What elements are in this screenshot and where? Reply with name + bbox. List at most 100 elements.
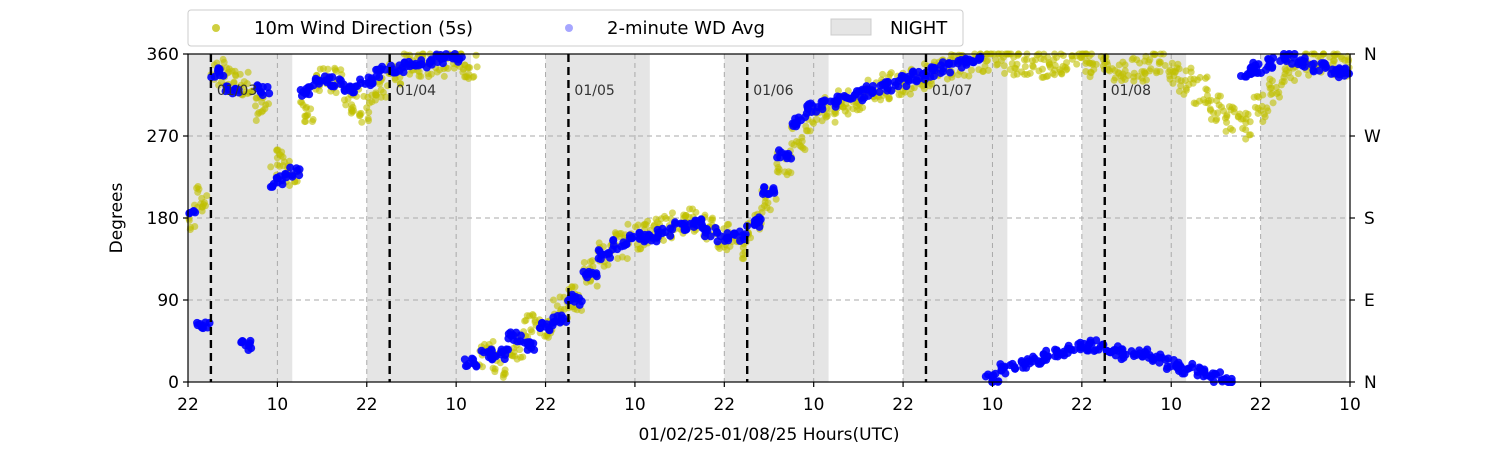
avg-point: [185, 209, 194, 218]
wind-point: [886, 70, 894, 78]
avg-point: [448, 51, 457, 60]
wind-point: [906, 90, 914, 98]
avg-point: [426, 56, 435, 65]
avg-point: [197, 322, 206, 331]
wind-point: [319, 65, 327, 73]
avg-point: [1321, 63, 1330, 72]
wind-point: [834, 87, 842, 95]
wind-point: [1212, 117, 1220, 125]
avg-point: [946, 68, 955, 77]
wind-point: [792, 137, 800, 145]
y-right-tick-label: S: [1364, 209, 1375, 229]
wind-point: [1344, 58, 1352, 66]
avg-point: [894, 76, 903, 85]
avg-point: [783, 151, 792, 160]
wind-point: [692, 208, 700, 216]
avg-point: [326, 81, 335, 90]
avg-point: [1187, 363, 1196, 372]
wind-point: [231, 67, 239, 75]
wind-point: [308, 118, 316, 126]
legend-label: NIGHT: [890, 18, 948, 39]
avg-point: [1200, 368, 1209, 377]
avg-point: [372, 72, 381, 81]
avg-point: [328, 73, 337, 82]
avg-point: [364, 73, 373, 82]
avg-point: [625, 234, 634, 243]
avg-point: [501, 350, 510, 359]
wind-point: [612, 230, 620, 238]
avg-point: [272, 173, 281, 182]
wind-point: [491, 365, 499, 373]
avg-point: [345, 82, 354, 91]
wind-point: [1294, 70, 1302, 78]
data-points: [185, 50, 1354, 386]
wind-point: [844, 110, 852, 118]
wind-point: [293, 177, 301, 185]
day-label: 01/08: [1111, 83, 1151, 99]
wind-point: [215, 81, 223, 89]
wind-point: [831, 118, 839, 126]
wind-point: [1166, 66, 1174, 74]
wind-point: [251, 102, 259, 110]
wind-point: [307, 105, 315, 113]
wind-point: [1051, 61, 1059, 69]
wind-point: [1110, 76, 1118, 84]
y-tick-label: 270: [147, 127, 179, 147]
avg-point: [1177, 363, 1186, 372]
wind-point: [1038, 65, 1046, 73]
wind-point: [1153, 67, 1161, 75]
wind-point: [516, 346, 524, 354]
wind-point: [1175, 87, 1183, 95]
avg-point: [1090, 346, 1099, 355]
axis-ticks: 0 90 180 270 360 N E S W N 22 10 22 10 22 10 22 10 22 10 22 1…: [147, 45, 1381, 415]
day-boundary-lines: [209, 54, 1106, 382]
wind-point: [469, 73, 477, 81]
wind-point: [517, 353, 525, 361]
wind-point: [1028, 57, 1036, 65]
wind-point: [1344, 52, 1352, 60]
wind-point: [772, 195, 780, 203]
avg-point: [1164, 354, 1173, 363]
wind-point: [1246, 118, 1254, 126]
wind-point: [844, 87, 852, 95]
avg-point: [238, 337, 247, 346]
avg-point: [857, 93, 866, 102]
avg-point: [1084, 346, 1093, 355]
wind-point: [997, 56, 1005, 64]
wind-point: [1133, 56, 1141, 64]
avg-point: [1251, 61, 1260, 70]
avg-point: [1080, 339, 1089, 348]
avg-point: [640, 230, 649, 239]
avg-point: [1180, 369, 1189, 378]
wind-point: [1175, 65, 1183, 73]
wind-point: [1257, 107, 1265, 115]
wind-point: [200, 198, 208, 206]
avg-point: [937, 61, 946, 70]
wind-point: [472, 51, 480, 59]
avg-point: [756, 215, 765, 224]
wind-point: [686, 205, 694, 213]
wind-point: [356, 111, 364, 119]
avg-point: [622, 240, 631, 249]
wind-point: [1190, 75, 1198, 83]
wind-point: [1269, 99, 1277, 107]
x-tick-label: 22: [892, 395, 914, 415]
wind-point: [1106, 67, 1114, 75]
wind-point: [571, 283, 579, 291]
wind-point: [461, 73, 469, 81]
wind-point: [528, 328, 536, 336]
wind-point: [301, 112, 309, 120]
wind-point: [1221, 114, 1229, 122]
x-tick-label: 22: [356, 395, 378, 415]
wind-point: [993, 61, 1001, 69]
wind-point: [1195, 97, 1203, 105]
wind-point: [773, 160, 781, 168]
wind-point: [331, 64, 339, 72]
x-tick-label: 22: [713, 395, 735, 415]
avg-point: [654, 228, 663, 237]
wind-point: [593, 282, 601, 290]
avg-point: [1309, 66, 1318, 75]
avg-point: [463, 361, 472, 370]
wind-point: [1220, 107, 1228, 115]
x-tick-label: 10: [624, 395, 646, 415]
